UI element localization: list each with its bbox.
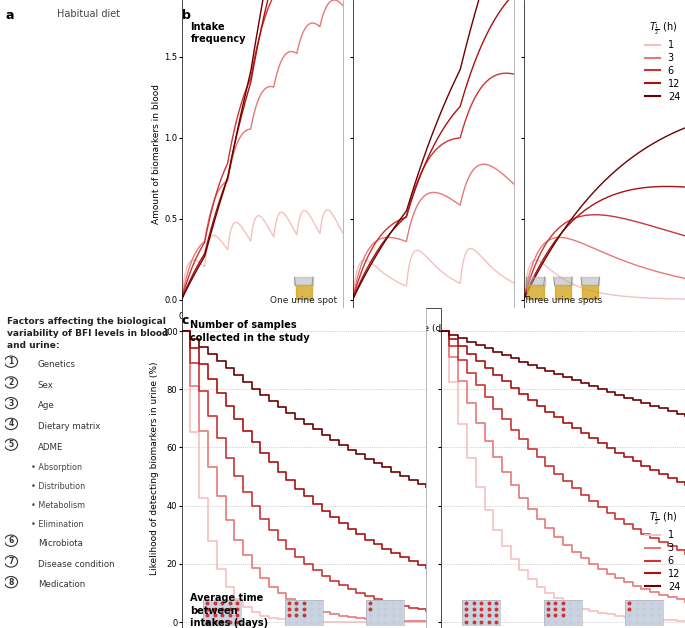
Text: 3: 3 (8, 399, 14, 408)
Text: Number of samples
collected in the study: Number of samples collected in the study (190, 320, 310, 343)
Text: Sex: Sex (38, 381, 53, 389)
Text: 8: 8 (8, 578, 14, 587)
Text: 2: 2 (8, 378, 14, 387)
X-axis label: Time (days): Time (days) (407, 323, 460, 333)
Text: Dietary matrix: Dietary matrix (38, 422, 100, 431)
Text: • Elimination: • Elimination (31, 520, 84, 529)
Text: One urine spot: One urine spot (270, 296, 337, 305)
Text: Factors affecting the biological
variability of BFI levels in blood
and urine:: Factors affecting the biological variabi… (7, 317, 169, 350)
Text: Genetics: Genetics (38, 360, 75, 369)
Text: Microbiota: Microbiota (38, 539, 83, 548)
Text: • Metabolism: • Metabolism (31, 501, 85, 510)
Text: 7: 7 (8, 557, 14, 566)
Text: ADME: ADME (38, 443, 63, 452)
Text: • Distribution: • Distribution (31, 482, 85, 491)
Text: Medication: Medication (38, 580, 85, 589)
Text: 4: 4 (8, 420, 14, 428)
Y-axis label: Amount of biomarkers in blood: Amount of biomarkers in blood (153, 84, 162, 224)
Text: 6: 6 (8, 536, 14, 545)
Text: Intake
frequency: Intake frequency (190, 22, 246, 45)
Text: 5: 5 (8, 440, 14, 449)
Text: Three urine spots: Three urine spots (523, 296, 602, 305)
Text: 1: 1 (8, 357, 14, 366)
Text: Disease condition: Disease condition (38, 560, 114, 568)
Legend: 1, 3, 6, 12, 24: 1, 3, 6, 12, 24 (645, 21, 680, 102)
Text: • Absorption: • Absorption (31, 463, 82, 472)
Text: b: b (182, 9, 190, 23)
Text: Habitual diet: Habitual diet (58, 9, 121, 19)
Legend: 1, 3, 6, 12, 24: 1, 3, 6, 12, 24 (645, 511, 680, 592)
Text: a: a (5, 9, 14, 23)
Y-axis label: Likelihood of detecting biomarkers in urine (%): Likelihood of detecting biomarkers in ur… (150, 361, 159, 575)
Text: Average time
between
intakes (days): Average time between intakes (days) (190, 593, 269, 628)
Text: c: c (182, 314, 189, 327)
Text: Age: Age (38, 401, 54, 410)
